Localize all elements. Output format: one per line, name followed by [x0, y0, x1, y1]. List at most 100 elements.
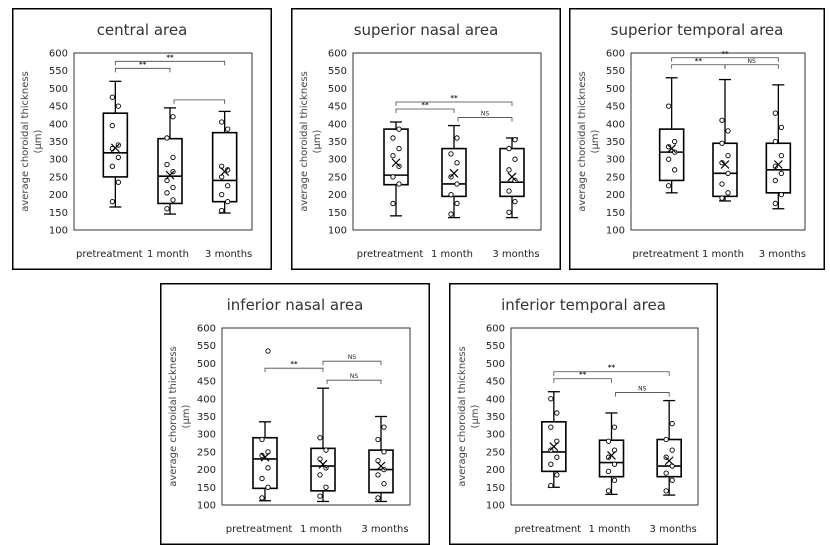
box-iqr: [310, 447, 336, 492]
x-label-pretreatment: pretreatment: [515, 524, 582, 535]
data-point: [778, 124, 784, 130]
data-point: [448, 151, 454, 157]
y-tick-label: 150: [49, 208, 68, 219]
data-point: [605, 468, 612, 475]
y-tick-label: 550: [49, 66, 68, 77]
y-tick-label: 150: [328, 208, 347, 219]
data-point: [554, 454, 560, 460]
chart-title: inferior temporal area: [501, 296, 666, 314]
y-axis-label: average choroidal thickness (μm): [457, 346, 481, 487]
y-axis-label-line1: average choroidal thickness: [168, 346, 179, 487]
chart-inferior-temporal: inferior temporal area 100 150 200 250 300 350…: [449, 283, 718, 545]
mean-marker-b: [260, 452, 270, 462]
y-tick-label: 300: [328, 155, 347, 166]
box-iqr: [157, 137, 183, 205]
plot-area: [630, 52, 806, 231]
data-point: [219, 119, 225, 125]
panel-inferior-nasal: inferior nasal area 100 150 200 250 300 350 400…: [160, 283, 430, 545]
data-point: [259, 452, 265, 459]
box-iqr: [383, 128, 409, 186]
data-point: [666, 156, 672, 162]
data-point: [611, 424, 618, 430]
significance-bracket: [724, 64, 779, 69]
data-point: [719, 160, 725, 166]
data-point: [669, 420, 675, 427]
data-point: [170, 184, 176, 191]
data-point: [605, 488, 612, 494]
box-iqr: [765, 142, 792, 194]
data-point: [719, 140, 725, 146]
significance-label: **: [290, 360, 298, 368]
box-iqr: [252, 436, 278, 490]
y-axis-label: average choroidal thickness (μm): [299, 71, 323, 212]
data-point: [666, 144, 672, 150]
data-point: [778, 153, 784, 159]
data-point: [725, 128, 731, 134]
data-point: [506, 209, 512, 215]
y-axis-label-line1: average choroidal thickness: [20, 71, 31, 212]
data-point: [663, 488, 669, 494]
data-point: [454, 160, 460, 166]
data-point: [725, 153, 731, 159]
y-tick-label: 550: [197, 341, 216, 352]
significance-bracket: [114, 60, 226, 66]
data-point: [719, 117, 725, 123]
y-tick-label: 200: [197, 465, 216, 476]
significance-bracket: [671, 57, 779, 62]
y-tick-label: 250: [606, 172, 625, 183]
significance-label: **: [166, 53, 174, 61]
mean-marker-b: [318, 459, 328, 469]
mean-marker-b: [110, 143, 120, 153]
chart-inferior-nasal: inferior nasal area 100 150 200 250 300 350 400…: [160, 283, 430, 545]
y-tick-label: 300: [606, 155, 625, 166]
y-tick-label: 450: [49, 102, 68, 113]
y-tick-label: 400: [328, 119, 347, 130]
data-point: [611, 461, 618, 467]
y-tick-label: 600: [197, 324, 216, 335]
data-point: [375, 436, 381, 443]
x-label-1-month: 1 month: [300, 524, 342, 535]
data-point: [772, 110, 778, 116]
box-iqr: [211, 131, 238, 203]
significance-bracket: [553, 371, 670, 376]
mean-marker-b: [607, 451, 616, 460]
x-label-1-month: 1 month: [589, 524, 631, 535]
data-point: [265, 348, 271, 354]
y-tick-label: 350: [606, 137, 625, 148]
y-axis-label-line1: average choroidal thickness: [577, 71, 588, 212]
significance-bracket: [553, 378, 612, 383]
mean-marker-b: [507, 172, 517, 182]
plot-area: [221, 327, 411, 506]
y-tick-label: 100: [197, 501, 216, 512]
data-point: [109, 163, 115, 169]
mean-marker-b: [664, 456, 674, 466]
mean-marker-b: [165, 170, 175, 180]
data-point: [548, 396, 554, 402]
y-tick-label: 350: [486, 412, 505, 423]
data-point: [170, 114, 176, 120]
data-point: [554, 410, 560, 416]
y-tick-label: 100: [486, 501, 505, 512]
mean-marker-b: [376, 461, 386, 471]
data-point: [170, 154, 176, 161]
significance-bracket: [615, 392, 670, 397]
y-tick-label: 550: [328, 66, 347, 77]
data-point: [164, 190, 170, 196]
y-tick-label: 100: [606, 226, 625, 237]
chart-title: superior nasal area: [354, 21, 499, 39]
data-point: [666, 103, 672, 109]
x-label-pretreatment: pretreatment: [76, 249, 143, 260]
data-point: [772, 177, 778, 184]
data-point: [390, 135, 396, 141]
data-point: [317, 435, 323, 441]
data-point: [375, 472, 381, 478]
significance-label: **: [608, 364, 616, 372]
y-axis-label-line2: (μm): [312, 129, 323, 153]
box-iqr: [712, 142, 738, 198]
box-iqr: [368, 449, 394, 494]
chart-central: central area 100 150 200 250 300 350 400 450 500 5…: [12, 8, 272, 270]
mean-marker-b: [391, 158, 401, 168]
y-tick-label: 600: [328, 49, 347, 60]
y-tick-label: 250: [197, 447, 216, 458]
data-point: [772, 163, 778, 169]
